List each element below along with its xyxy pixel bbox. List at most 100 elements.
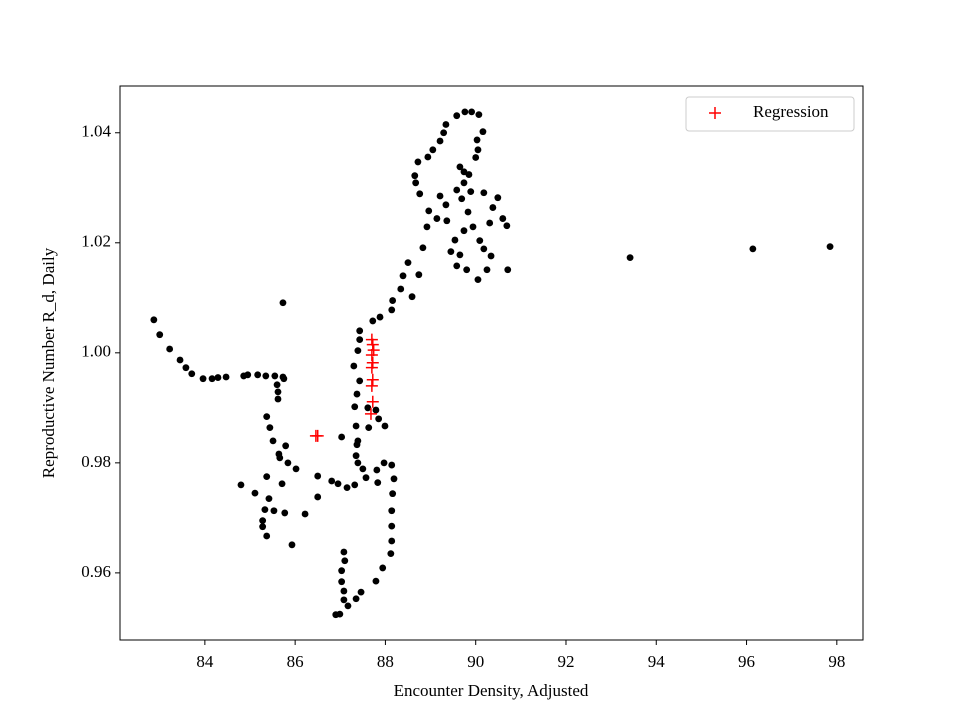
point — [440, 129, 448, 137]
point — [357, 588, 365, 596]
point — [826, 243, 834, 251]
point — [166, 345, 174, 353]
point — [314, 493, 322, 501]
point — [364, 407, 377, 420]
point — [467, 188, 475, 196]
point — [263, 413, 271, 421]
point — [274, 395, 282, 403]
point — [436, 192, 444, 200]
point — [352, 452, 360, 460]
point — [338, 578, 346, 586]
y-tick-label: 0.96 — [81, 562, 111, 581]
y-tick-label: 1.02 — [81, 232, 111, 251]
point — [365, 361, 378, 374]
point — [469, 223, 477, 231]
point — [351, 403, 359, 411]
point — [499, 215, 507, 222]
point — [365, 333, 378, 346]
point — [460, 179, 468, 187]
point — [379, 564, 387, 572]
point — [280, 375, 288, 383]
point — [381, 422, 389, 430]
point — [388, 306, 396, 314]
point — [353, 390, 361, 398]
point — [423, 223, 431, 231]
point — [480, 189, 488, 197]
point — [425, 207, 433, 215]
point — [376, 313, 384, 321]
point — [473, 136, 481, 144]
point — [390, 475, 398, 483]
point — [279, 299, 287, 307]
point — [366, 338, 379, 351]
point — [314, 472, 322, 480]
point — [365, 349, 378, 362]
point — [356, 327, 364, 335]
point — [388, 507, 396, 515]
legend-label: Regression — [753, 102, 829, 121]
point — [344, 602, 352, 610]
point — [352, 422, 360, 430]
point — [340, 587, 348, 595]
point — [265, 495, 273, 503]
point — [465, 171, 473, 178]
point — [433, 215, 441, 222]
point — [389, 297, 397, 304]
point — [479, 128, 487, 136]
point — [460, 227, 468, 235]
point — [359, 465, 367, 473]
point — [388, 537, 396, 545]
point — [475, 111, 483, 119]
point — [150, 316, 158, 324]
y-tick-label: 1.00 — [81, 342, 111, 361]
point — [271, 372, 279, 380]
point — [251, 489, 259, 497]
point — [474, 276, 482, 284]
point — [373, 466, 381, 474]
point — [472, 154, 480, 161]
point — [343, 484, 351, 492]
point — [350, 362, 358, 370]
point — [503, 222, 511, 230]
legend-box — [685, 96, 855, 132]
point — [456, 163, 464, 171]
point — [366, 373, 379, 386]
point — [372, 577, 380, 585]
point — [480, 245, 488, 253]
point — [388, 461, 396, 469]
point — [156, 331, 164, 339]
point — [424, 153, 432, 161]
plot-area — [150, 108, 834, 619]
point — [364, 404, 372, 412]
point — [237, 481, 245, 489]
point — [380, 459, 388, 467]
point — [362, 474, 370, 482]
y-tick-label: 0.98 — [81, 452, 111, 471]
point — [414, 158, 422, 166]
point — [387, 550, 395, 558]
point — [352, 595, 360, 603]
point — [284, 459, 292, 467]
point — [404, 259, 412, 266]
point — [182, 364, 190, 372]
point — [214, 374, 222, 381]
point — [463, 266, 471, 274]
point — [456, 251, 464, 259]
point — [489, 204, 497, 211]
point — [270, 507, 278, 515]
point — [408, 293, 416, 301]
point — [334, 480, 342, 488]
point — [374, 479, 382, 487]
point — [188, 370, 196, 378]
point — [311, 429, 324, 442]
point — [254, 371, 262, 379]
point — [626, 254, 634, 262]
point — [266, 424, 274, 432]
point — [460, 168, 468, 176]
point — [261, 506, 269, 514]
point — [375, 415, 383, 423]
point — [442, 201, 450, 209]
point — [429, 146, 437, 154]
point — [262, 372, 270, 380]
